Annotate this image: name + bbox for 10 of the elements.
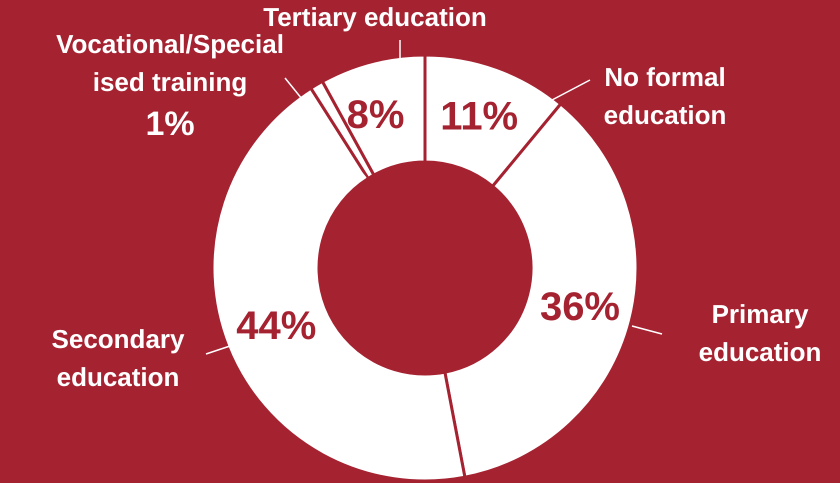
data-label: 11% [440, 94, 518, 138]
slice-label: Primary education [698, 299, 822, 367]
slice-label: Tertiary education [263, 2, 487, 32]
slice-label: Vocational/Specialised training [56, 29, 284, 97]
data-label: 1% [145, 105, 195, 143]
data-label: 8% [346, 92, 404, 137]
data-label: 36% [540, 284, 620, 329]
data-label: 44% [236, 304, 316, 348]
slice-label: Secondary education [52, 324, 186, 392]
slice-label: No formal education [604, 62, 726, 130]
